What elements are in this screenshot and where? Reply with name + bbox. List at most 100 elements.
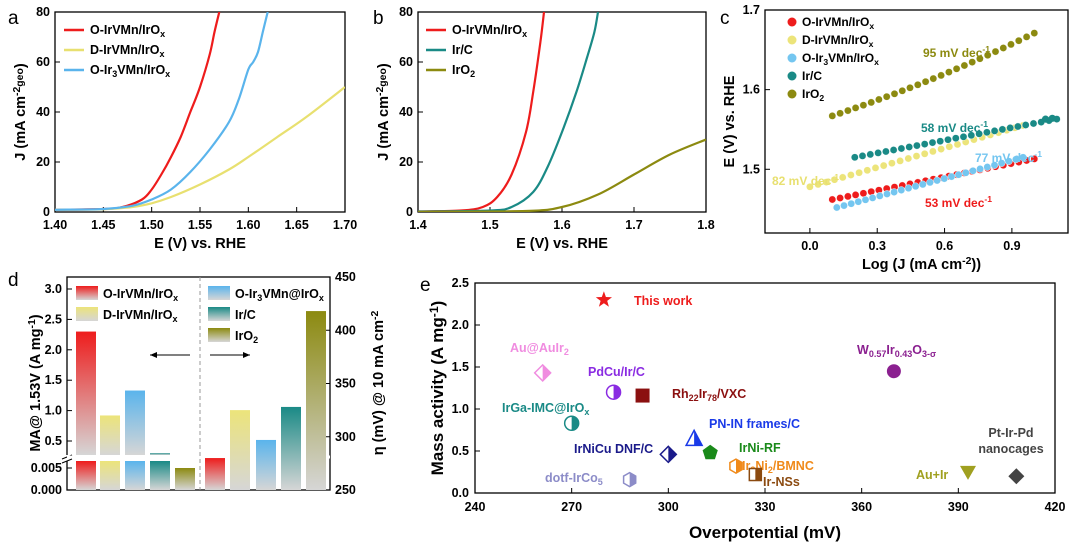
panel-c-point-2 [962,168,970,177]
panel-b-ylabel: J (mA cm-2geo) [375,63,392,161]
panel-d-ylabel-right: η (mV) @ 10 mA cm-2 [370,311,387,456]
panel-c-point-1 [945,142,954,151]
panel-c-point-1 [822,178,831,186]
panel-c-point-1 [814,180,822,189]
panel-c-point-3 [897,144,906,153]
panel-c-ytick-label: 1.6 [743,83,760,97]
panel-e-marker-5-fill [571,416,579,431]
panel-e-marker-8 [702,444,718,460]
panel-c-point-3 [851,153,859,162]
panel-e-xtick-label: 270 [561,500,582,514]
panel-c-point-1 [863,166,872,175]
panel-c-point-3 [1029,119,1038,128]
panel-b-series-line-0 [418,12,546,212]
panel-c-point-4 [1007,40,1015,49]
panel-c-point-2 [897,186,906,194]
panel-c-tafel-label-2: 77 mV dec-1 [975,149,1042,165]
panel-c-point-3 [1021,121,1030,129]
panel-c-xlabel: Log (J (mA cm-2)) [862,256,981,273]
panel-e-xlabel: Overpotential (mV) [689,523,841,542]
panel-d-ma-bar-1-lower [100,461,120,490]
panel-a-xtick-label: 1.70 [333,218,357,232]
panel-c-ylabel: E (V) vs. RHE [722,75,738,167]
panel-c-point-extra [1041,115,1050,123]
panel-c-point-3 [905,143,914,151]
panel-c-point-3 [1006,124,1015,132]
panel-d-ytick-left-label: 1.0 [45,404,62,418]
panel-c-point-1 [847,171,855,179]
panel-d-legend-swatch-1 [76,307,98,321]
panel-c-point-4 [945,68,953,76]
panel-c-ytick-label: 1.7 [743,3,760,17]
panel-c-point-4 [828,112,837,120]
panel-c-point-4 [1030,29,1039,37]
panel-c-point-1 [879,161,888,170]
panel-e-label-2: PdCu/Ir/C [588,365,645,379]
panel-c-point-3 [920,140,929,148]
panel-c-point-1 [806,182,814,191]
panel-e-xtick-label: 330 [755,500,776,514]
panel-b-xtick-label: 1.6 [553,218,570,232]
panel-c-point-4 [851,104,860,112]
panel-a-legend-label-0: O-IrVMn/IrOx [90,23,165,39]
panel-e-ylabel: Mass activity (A mg-1) [427,301,447,476]
panel-c-legend-marker-0 [787,17,797,27]
panel-c-point-2 [1019,153,1027,162]
panel-a-series-line-0 [55,12,221,211]
panel-d-arrow-right-head [243,352,250,358]
panel-c-point-1 [855,168,863,177]
panel-c-point-4 [890,90,899,98]
panel-d-eta-bar-3 [281,406,301,490]
panel-b-xtick-label: 1.7 [625,218,642,232]
panel-c-legend-marker-3 [787,71,797,81]
panel-d-ytick-left-label: 2.5 [45,312,62,326]
panel-e-label-6: PN-IN frames/C [709,417,800,431]
panel-b-xtick-label: 1.5 [481,218,498,232]
panel-d-ytick-left-label: 2.0 [45,343,62,357]
panel-e-xtick-label: 300 [658,500,679,514]
panel-c-point-1 [888,159,896,167]
panel-c-legend-label-1: D-IrVMn/IrOx [802,33,874,49]
panel-c-point-2 [940,174,949,183]
panel-c-xtick-label: 0.0 [801,239,818,253]
panel-c-point-4 [937,71,945,80]
panel-e-ytick-label: 2.0 [452,318,469,332]
panel-e-label-10: Ir-NSs [763,475,800,489]
panel-e-label-1: Au@AuIr2 [510,341,569,357]
panel-b-ytick-label: 0 [406,205,413,219]
panel-c-point-3 [952,134,960,142]
panel-b-ytick-label: 80 [399,5,413,19]
panel-c-point-2 [868,194,877,202]
panel-e-marker-0 [595,291,612,307]
panel-b-xlabel: E (V) vs. RHE [516,236,608,252]
panel-c-letter: c [720,8,730,29]
panel-c-xtick-label: 0.9 [1003,239,1020,253]
panel-d-ma-bar-2-lower [125,461,145,490]
panel-e-ytick-label: 2.5 [452,276,469,290]
panel-e-marker-2-fill [613,385,621,400]
panel-c-legend-marker-2 [787,53,797,63]
panel-c-point-4 [836,109,844,118]
panel-c-point-2 [919,180,927,189]
panel-a-ytick-label: 40 [36,105,50,119]
panel-c-point-2 [883,190,891,198]
panel-c-point-3 [990,127,999,135]
panel-a-legend-label-1: D-IrVMn/IrOx [90,43,164,59]
panel-c-point-1 [920,149,929,158]
panel-c-point-2 [861,195,870,204]
panel-c-point-4 [906,84,914,92]
panel-c-point-0 [1030,155,1039,163]
panel-c-point-0 [859,189,868,198]
panel-d-ma-bar-3-lower [150,461,170,490]
panel-e-label-13: Pt-Ir-Pd [988,426,1033,440]
panel-d-legend-swatch-3 [208,307,230,321]
panel-c-point-2 [933,176,941,185]
panel-d-ytick-right-label: 400 [335,323,356,337]
panel-d-ytick-left-label: 3.0 [45,282,62,296]
panel-e-xtick-label: 360 [851,500,872,514]
panel-c-point-2 [976,165,984,173]
panel-e-marker-11-fill [629,472,636,487]
panel-c-point-3 [858,152,867,160]
panel-e-xtick-label: 420 [1045,500,1066,514]
panel-c-point-2 [947,172,956,181]
